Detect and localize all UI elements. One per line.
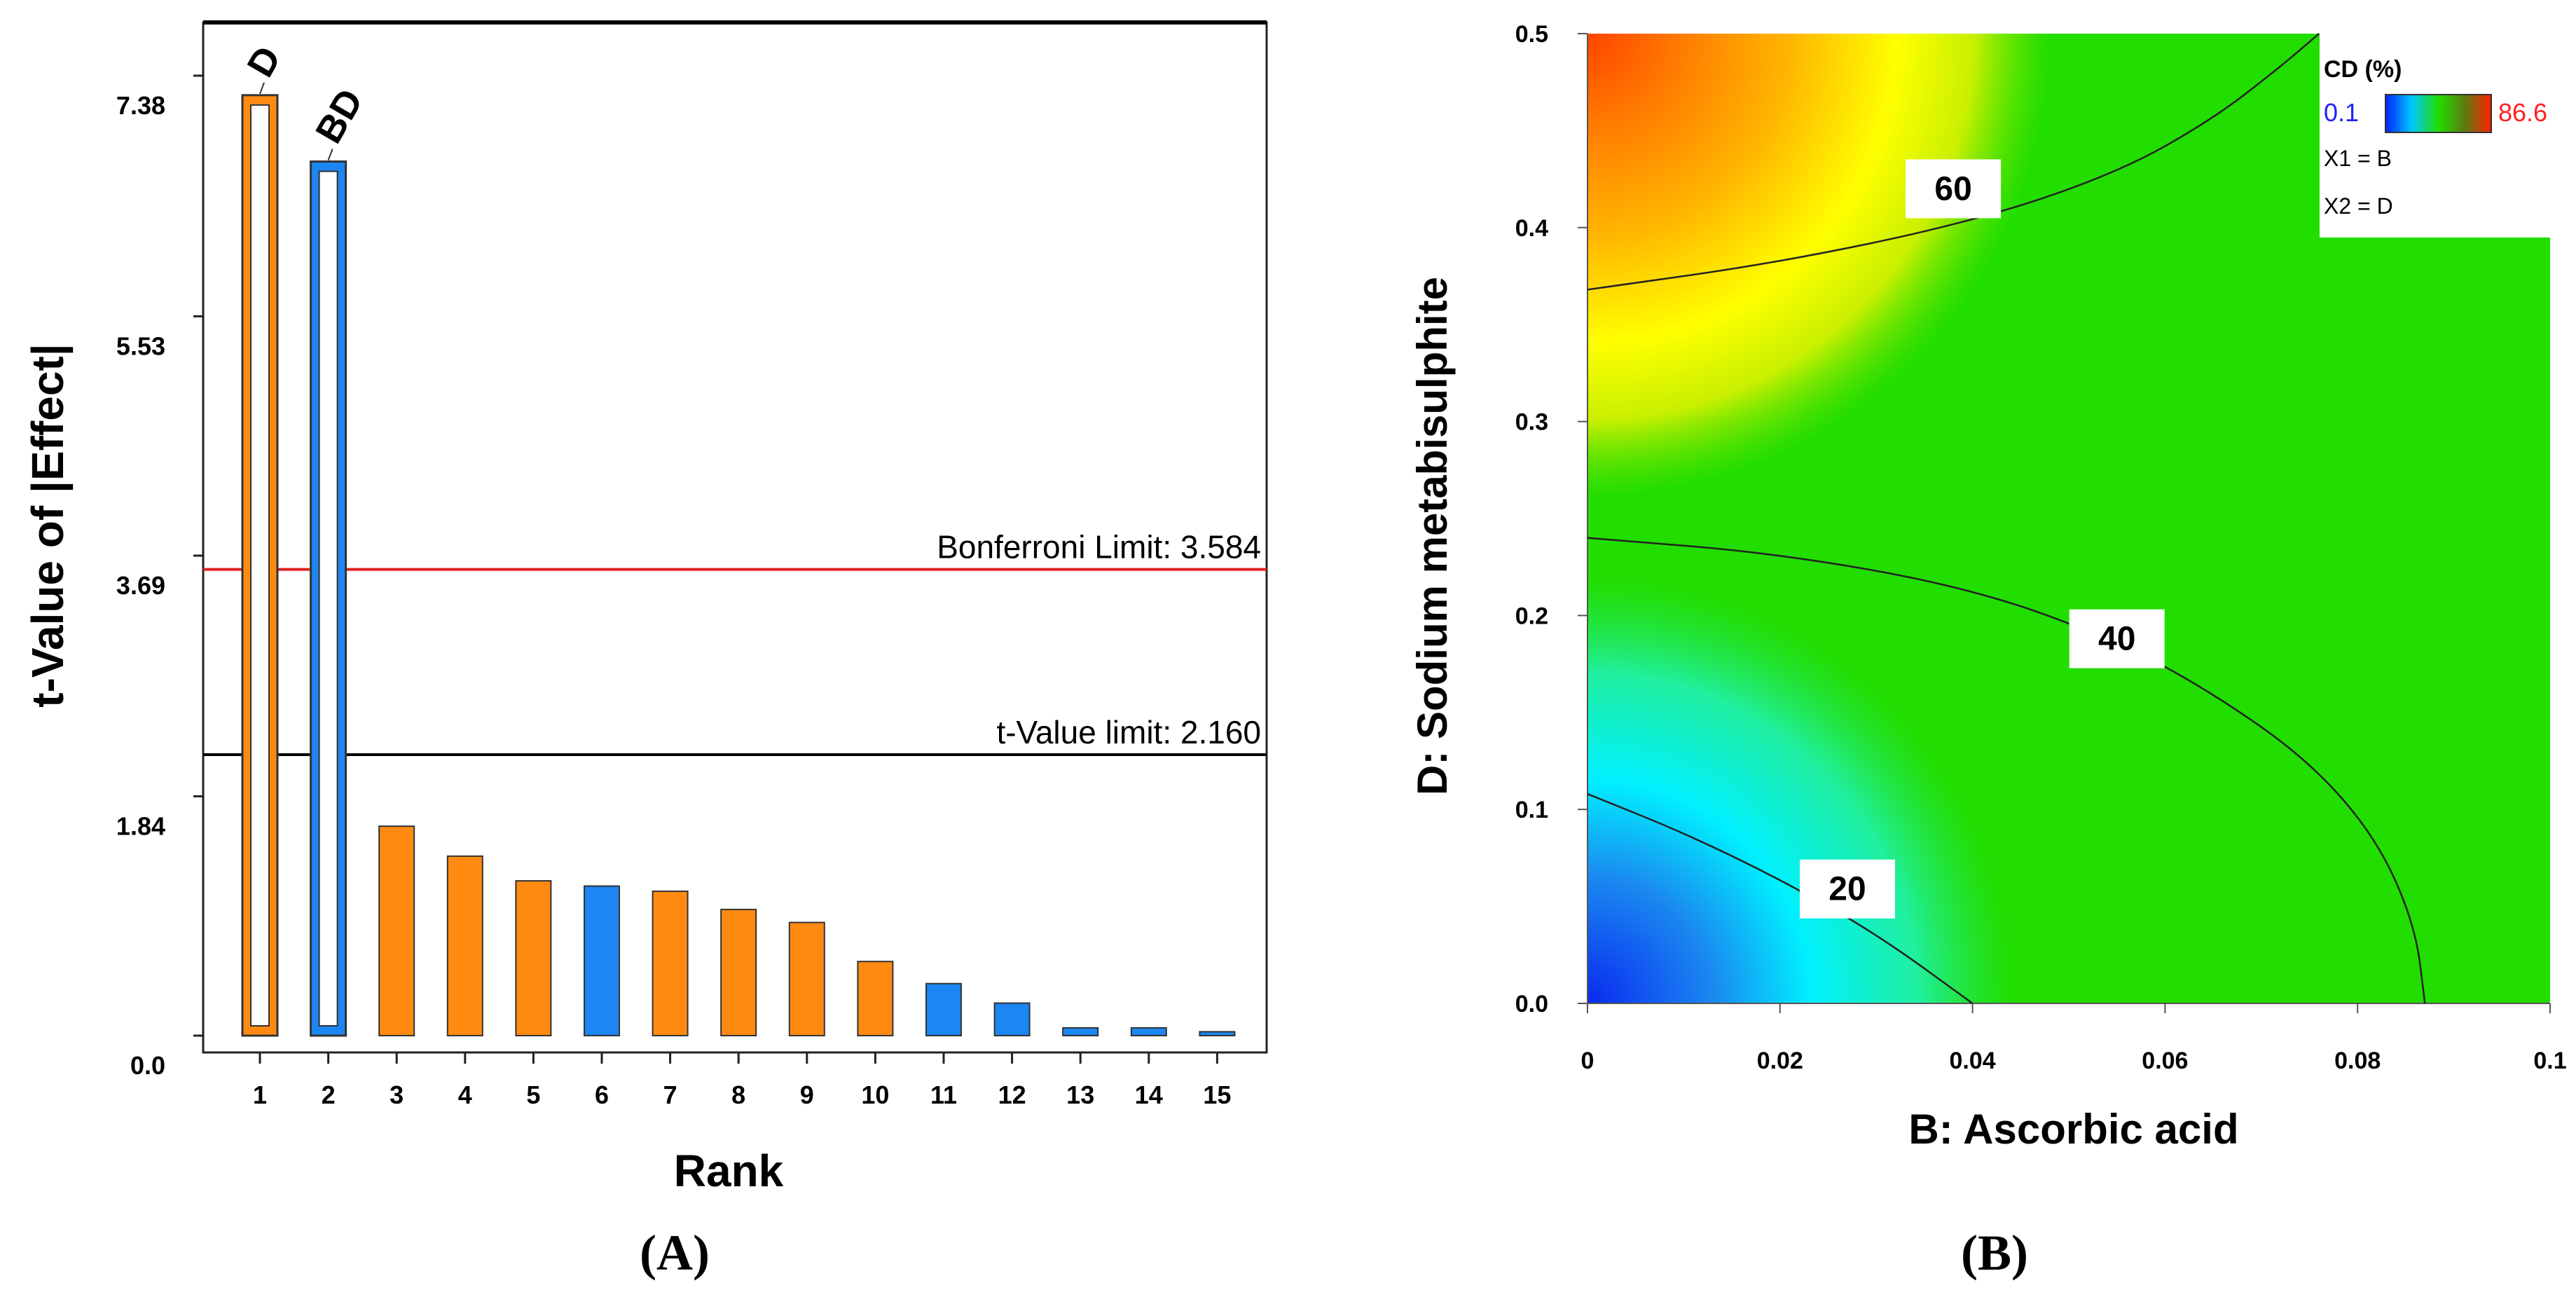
pareto-x-tick-label: 9 [800,1080,814,1109]
contour-label-40: 40 [2098,621,2135,658]
pareto-x-axis-title: Rank [674,1146,784,1196]
pareto-x-tick-label: 13 [1066,1080,1094,1109]
legend-factor-x1: X1 = B [2324,146,2392,171]
contour-label-60: 60 [1934,170,1971,207]
pareto-x-tick-label: 10 [861,1080,889,1109]
pareto-y-tick-label: 1.84 [116,811,165,840]
pareto-bar-inner [250,104,270,1027]
contour-y-axis-title: D: Sodium metabisulphite [1409,277,1456,795]
contour-x-ticks: 0 0.02 0.04 0.06 0.08 0.1 [1581,1003,2567,1074]
pareto-x-tick-label: 15 [1203,1080,1231,1109]
contour-y-tick-label: 0.3 [1515,409,1548,436]
pareto-bar [720,908,757,1036]
pareto-bar [1130,1027,1167,1037]
legend-background [2320,34,2550,238]
bonferroni-limit-label: Bonferroni Limit: 3.584 [937,529,1261,565]
contour-label-box-20 [1799,859,1895,919]
pareto-bar [1062,1027,1099,1037]
pareto-x-tick-label: 7 [663,1080,677,1109]
pareto-bar [788,921,825,1037]
contour-y-tick-label: 0.4 [1515,215,1548,242]
contour-lines: 20 40 60 [1587,33,2426,1005]
pareto-x-tick-label: 4 [458,1080,472,1109]
panel-a-label: (A) [640,1225,710,1281]
contour-y-tick-label: 0.2 [1515,603,1548,629]
pareto-bar [1199,1031,1236,1037]
contour-surface [1587,34,2550,1003]
contour-x-axis-title: B: Ascorbic acid [1908,1106,2238,1153]
legend-min-label: 0.1 [2324,98,2359,127]
contour-label-20: 20 [1828,871,1866,908]
legend-max-label: 86.6 [2498,98,2547,127]
pareto-bar [652,890,689,1037]
panel-b-label: (B) [1961,1225,2028,1281]
pareto-bar [993,1002,1031,1037]
contour-label-box-60 [1906,159,2002,219]
pareto-bar-label-leader [259,82,265,95]
contour-legend: CD (%) 0.1 86.6 X1 = B X2 = D [2320,34,2550,238]
contour-chart: 0.00.10.20.30.40.5 0 0.02 0.04 0.06 0.08 0.1 … [1409,21,2567,1281]
pareto-y-ticks: 0.0 1.84 3.69 5.53 7.38 [116,74,203,1080]
contour-line-20 [1587,792,1974,1005]
contour-y-tick-label: 0.1 [1515,797,1548,823]
pareto-x-tick-label: 12 [998,1080,1026,1109]
pareto-x-ticks: 1 2 3 4 5 6 7 8 9 10 11 12 13 14 15 [253,1052,1231,1109]
pareto-bars [241,94,1236,1037]
contour-x-tick-label: 0.06 [2142,1048,2188,1074]
t-value-limit-label: t-Value limit: 2.160 [996,714,1261,750]
pareto-bar-inner [318,170,338,1027]
contour-y-tick-label: 0.5 [1515,21,1548,48]
pareto-x-tick-label: 2 [322,1080,336,1109]
contour-y-tick-label: 0.0 [1515,991,1548,1017]
contour-x-tick-label: 0.1 [2533,1048,2566,1074]
pareto-x-tick-label: 6 [595,1080,609,1109]
contour-y-ticks: 0.0 0.1 0.2 0.3 0.4 0.5 [1515,21,1587,1017]
legend-title: CD (%) [2324,56,2402,83]
pareto-reference-lines: Bonferroni Limit: 3.584 t-Value limit: 2.… [203,529,1267,757]
legend-color-bar [2385,94,2492,133]
pareto-x-tick-label: 1 [253,1080,267,1109]
pareto-bar-label-leader [327,149,333,160]
contour-x-tick-label: 0.02 [1757,1048,1803,1074]
pareto-y-tick-label: 0.0 [130,1051,165,1080]
pareto-x-tick-label: 14 [1135,1080,1163,1109]
pareto-bar-term-label: D [239,39,289,84]
legend-factor-x2: X2 = D [2324,193,2393,219]
pareto-y-tick-label: 3.69 [116,571,165,600]
pareto-x-tick-label: 8 [731,1080,745,1109]
pareto-bar [584,885,620,1036]
pareto-x-tick-label: 11 [930,1080,957,1109]
contour-line-60 [1587,33,2320,291]
pareto-bar [446,855,483,1037]
pareto-bar [925,982,962,1036]
pareto-y-axis-title: t-Value of |Effect| [22,343,74,707]
pareto-y-tick-label: 7.38 [116,91,165,120]
pareto-y-tick-label: 5.53 [116,331,165,360]
pareto-x-tick-label: 3 [390,1080,404,1109]
pareto-bar [857,961,894,1037]
pareto-bar [515,880,552,1037]
contour-label-box-40 [2069,609,2165,668]
pareto-bar-term-label: BD [308,82,371,151]
contour-x-tick-label: 0.04 [1950,1048,1996,1074]
pareto-chart: 0.01.843.695.537.38 1 2 3 4 5 6 7 8 9 10 11 12 13 14 1… [22,20,1268,1281]
pareto-x-tick-label: 5 [526,1080,540,1109]
pareto-bar [378,825,415,1036]
contour-x-tick-label: 0 [1581,1048,1594,1074]
contour-x-tick-label: 0.08 [2334,1048,2381,1074]
